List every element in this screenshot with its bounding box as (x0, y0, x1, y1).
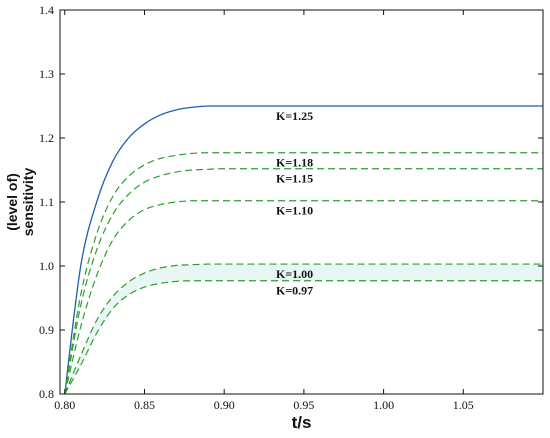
x-tick-label: 0.90 (214, 398, 235, 412)
series-line-k-1-00 (64, 263, 543, 395)
series-line-k-0-97 (64, 280, 543, 395)
y-tick-label: 0.9 (39, 323, 54, 337)
x-axis-title: t/s (292, 413, 312, 432)
curve-label: K=1.15 (276, 172, 313, 186)
x-tick-label: 1.05 (453, 398, 474, 412)
y-tick-label: 1.3 (39, 67, 54, 81)
curve-label: K=0.97 (276, 284, 313, 298)
curve-label: K=1.10 (276, 204, 313, 218)
x-tick-label: 0.85 (134, 398, 155, 412)
curve-label: K=1.00 (276, 267, 313, 281)
y-tick-label: 1.4 (39, 3, 54, 17)
x-tick-label: 1.00 (373, 398, 394, 412)
x-tick-label: 0.80 (54, 398, 75, 412)
series-line-k-1-10 (64, 200, 543, 395)
curve-label: K=1.25 (276, 109, 313, 123)
x-tick-label: 0.95 (293, 398, 314, 412)
y-axis-title-line1: (level of) (4, 173, 20, 231)
curve-label: K=1.18 (276, 156, 313, 170)
y-tick-label: 1.0 (39, 259, 54, 273)
y-axis-title-line2: sensitivity (20, 168, 36, 237)
y-tick-label: 1.1 (39, 195, 54, 209)
series-line-k-1-15 (64, 168, 543, 395)
y-tick-label: 0.8 (39, 387, 54, 401)
curve-label-layer: K=1.25 K=1.18 K=1.15 K=1.10 K=1.00 K=0.97 (276, 109, 313, 298)
series-line-k-1-25 (64, 105, 543, 395)
series-line-k-1-18 (64, 152, 543, 395)
shaded-band (61, 264, 543, 394)
series-layer (64, 105, 543, 395)
y-axis-title: (level of) sensitivity (4, 168, 36, 237)
y-tick-label: 1.2 (39, 131, 54, 145)
tick-layer: 0.80 0.85 0.90 0.95 1.00 1.05 0.8 0.9 1.0 1.1 1.2 1… (39, 3, 543, 412)
shaded-band-layer (61, 264, 543, 394)
